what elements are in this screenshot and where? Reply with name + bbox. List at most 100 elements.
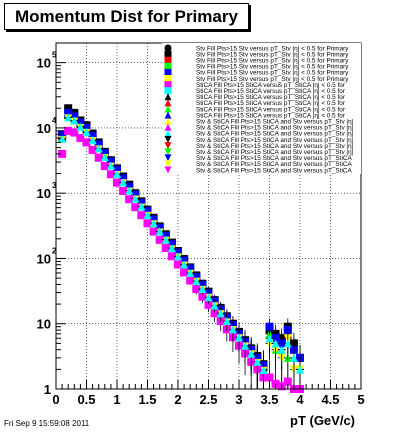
data-point — [64, 126, 73, 135]
data-point — [88, 145, 97, 154]
data-point — [125, 195, 134, 204]
data-point — [149, 219, 158, 228]
legend-marker — [164, 44, 172, 52]
data-point — [76, 134, 85, 143]
data-point — [131, 194, 140, 203]
legend-entry-label: Stv & StiCA Fill Pts>15 StiCA and Stv ve… — [196, 155, 352, 162]
legend-entry-label: Stv Fill Pts>15 Stv versus pT_Stv |η| < … — [196, 76, 349, 83]
legend-entry-label: StiCA Fill Pts>15 StiCA versus pT_StiCA … — [196, 94, 346, 101]
legend-marker — [164, 166, 172, 174]
data-point — [271, 339, 280, 348]
data-point — [143, 219, 152, 228]
data-point — [198, 292, 207, 301]
x-tick-label: 4.5 — [321, 392, 339, 407]
legend-entry-label: Stv & StiCA Fill Pts>15 StiCA and Stv ve… — [196, 161, 352, 168]
data-point — [289, 353, 298, 362]
legend-marker — [164, 117, 172, 125]
legend-entry-label: Stv Fill Pts>15 Stv versus pT_Stv |η| < … — [196, 64, 349, 71]
data-point — [265, 334, 274, 343]
legend-entry-label: StiCA Fill Pts>15 StiCA versus pT_StiCA … — [196, 100, 346, 107]
data-point — [119, 187, 128, 196]
x-tick-label: 1 — [113, 392, 120, 407]
data-point — [180, 260, 189, 269]
data-point — [192, 277, 201, 286]
data-point — [125, 186, 134, 195]
legend-marker — [164, 129, 172, 137]
legend-entry-label: Stv Fill Pts>15 Stv versus pT_Stv |η| < … — [196, 45, 349, 52]
legend-marker — [164, 142, 172, 150]
x-tick-label: 4 — [296, 392, 304, 407]
legend-marker — [164, 136, 172, 143]
data-point — [161, 235, 170, 244]
data-point — [174, 252, 182, 261]
data-point — [58, 149, 67, 158]
y-tick-exponent: 5 — [52, 51, 57, 60]
legend-marker — [164, 154, 172, 162]
data-point — [76, 118, 85, 127]
data-point — [94, 140, 103, 149]
data-point — [283, 339, 292, 348]
x-tick-label: 3 — [235, 392, 242, 407]
legend-entry-label: Stv & StiCA Fill Pts>15 StiCA and Stv ve… — [196, 149, 354, 156]
legend-entry-label: StiCA Fill Pts>15 StiCA versus pT_StiCA … — [196, 106, 346, 113]
data-point — [283, 377, 292, 386]
data-point — [76, 122, 85, 131]
data-point — [113, 178, 121, 187]
legend-background — [162, 43, 361, 174]
data-point — [155, 235, 164, 244]
data-point — [216, 309, 225, 318]
legend-entry-label: Stv Fill Pts>15 Stv versus pT_Stv |η| < … — [196, 51, 349, 58]
data-point — [88, 136, 97, 145]
y-tick-label: 10 — [37, 186, 51, 201]
data-point — [259, 366, 268, 375]
legend-marker — [164, 123, 172, 131]
data-point — [235, 333, 243, 342]
x-tick-label: 3.5 — [260, 392, 278, 407]
legend-marker — [164, 81, 172, 89]
x-tick-label: 5 — [357, 392, 364, 407]
legend-marker — [164, 105, 172, 113]
legend-entry-label: StiCA Fill Pts>15 StiCA versus pT_StiCA … — [196, 112, 346, 119]
data-point — [58, 134, 67, 143]
data-point — [64, 113, 73, 122]
data-point — [210, 301, 219, 310]
data-point — [70, 112, 79, 121]
data-point — [82, 127, 91, 136]
legend-entry-label: Stv & StiCA Fill Pts>15 StiCA and Stv ve… — [196, 143, 354, 150]
data-points — [58, 104, 304, 393]
data-point — [113, 169, 121, 178]
data-point — [167, 252, 176, 261]
legend-marker — [164, 50, 172, 58]
data-point — [253, 357, 262, 366]
data-point — [100, 162, 109, 171]
data-point — [210, 309, 219, 318]
data-point — [271, 379, 280, 388]
data-point — [186, 268, 195, 277]
legend-marker — [164, 148, 172, 156]
x-tick-label: 2.5 — [199, 392, 217, 407]
data-point — [161, 243, 170, 252]
chart-title: Momentum Dist for Primary — [15, 7, 238, 26]
legend-marker — [164, 56, 172, 64]
y-tick-label: 1 — [44, 382, 51, 397]
data-point — [106, 170, 115, 179]
y-tick-exponent: 2 — [52, 246, 57, 255]
legend-entry-label: StiCA Fill Pts>15 StiCA versus pT_StiCA … — [196, 82, 346, 89]
data-point — [137, 211, 146, 220]
legend-entry-label: Stv & StiCA Fill Pts>15 StiCA and Stv ve… — [196, 119, 354, 126]
title-box: Momentum Dist for Primary — [4, 3, 249, 30]
data-point — [228, 325, 237, 334]
y-tick-label: 10 — [37, 56, 51, 71]
data-point — [70, 116, 79, 125]
data-point — [88, 132, 97, 141]
data-point — [198, 285, 207, 294]
data-point — [241, 341, 250, 350]
y-tick-label: 10 — [37, 121, 51, 136]
timestamp: Fri Sep 9 15:59:08 2011 — [4, 419, 90, 428]
legend-marker — [164, 87, 172, 95]
x-tick-label: 0.5 — [77, 392, 95, 407]
data-point — [100, 153, 109, 162]
data-point — [204, 300, 213, 309]
data-point — [186, 264, 195, 273]
